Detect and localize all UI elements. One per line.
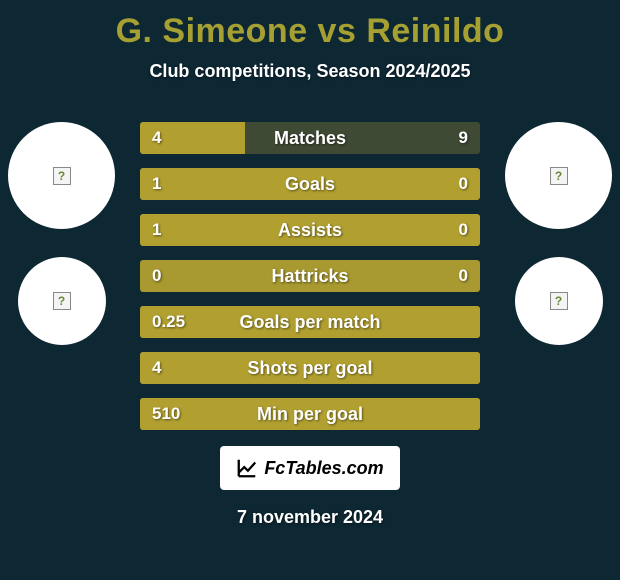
- stat-row: 00Hattricks: [140, 260, 480, 292]
- brand-text: FcTables.com: [264, 458, 383, 479]
- player2-club-badge: ?: [515, 257, 603, 345]
- image-placeholder-icon: ?: [53, 167, 71, 185]
- stat-label: Hattricks: [140, 260, 480, 292]
- player1-club-badge: ?: [18, 257, 106, 345]
- stat-label: Goals: [140, 168, 480, 200]
- image-placeholder-icon: ?: [550, 292, 568, 310]
- stat-row: 49Matches: [140, 122, 480, 154]
- chart-icon: [236, 457, 258, 479]
- player1-avatar: ?: [8, 122, 115, 229]
- player1-badges: ? ?: [8, 122, 115, 345]
- stat-label: Goals per match: [140, 306, 480, 338]
- player2-badges: ? ?: [505, 122, 612, 345]
- image-placeholder-icon: ?: [550, 167, 568, 185]
- date-label: 7 november 2024: [0, 507, 620, 528]
- stat-row: 10Assists: [140, 214, 480, 246]
- stat-row: 10Goals: [140, 168, 480, 200]
- page-title: G. Simeone vs Reinildo: [0, 0, 620, 51]
- stat-label: Min per goal: [140, 398, 480, 430]
- brand-logo: FcTables.com: [220, 446, 400, 490]
- image-placeholder-icon: ?: [53, 292, 71, 310]
- stat-label: Shots per goal: [140, 352, 480, 384]
- stat-row: 510Min per goal: [140, 398, 480, 430]
- stat-label: Matches: [140, 122, 480, 154]
- subtitle: Club competitions, Season 2024/2025: [0, 61, 620, 82]
- stat-row: 4Shots per goal: [140, 352, 480, 384]
- stat-label: Assists: [140, 214, 480, 246]
- stat-row: 0.25Goals per match: [140, 306, 480, 338]
- player2-avatar: ?: [505, 122, 612, 229]
- stat-bars: 49Matches 10Goals 10Assists 00Hattricks 0.25…: [140, 122, 480, 430]
- comparison-card: G. Simeone vs Reinildo Club competitions…: [0, 0, 620, 580]
